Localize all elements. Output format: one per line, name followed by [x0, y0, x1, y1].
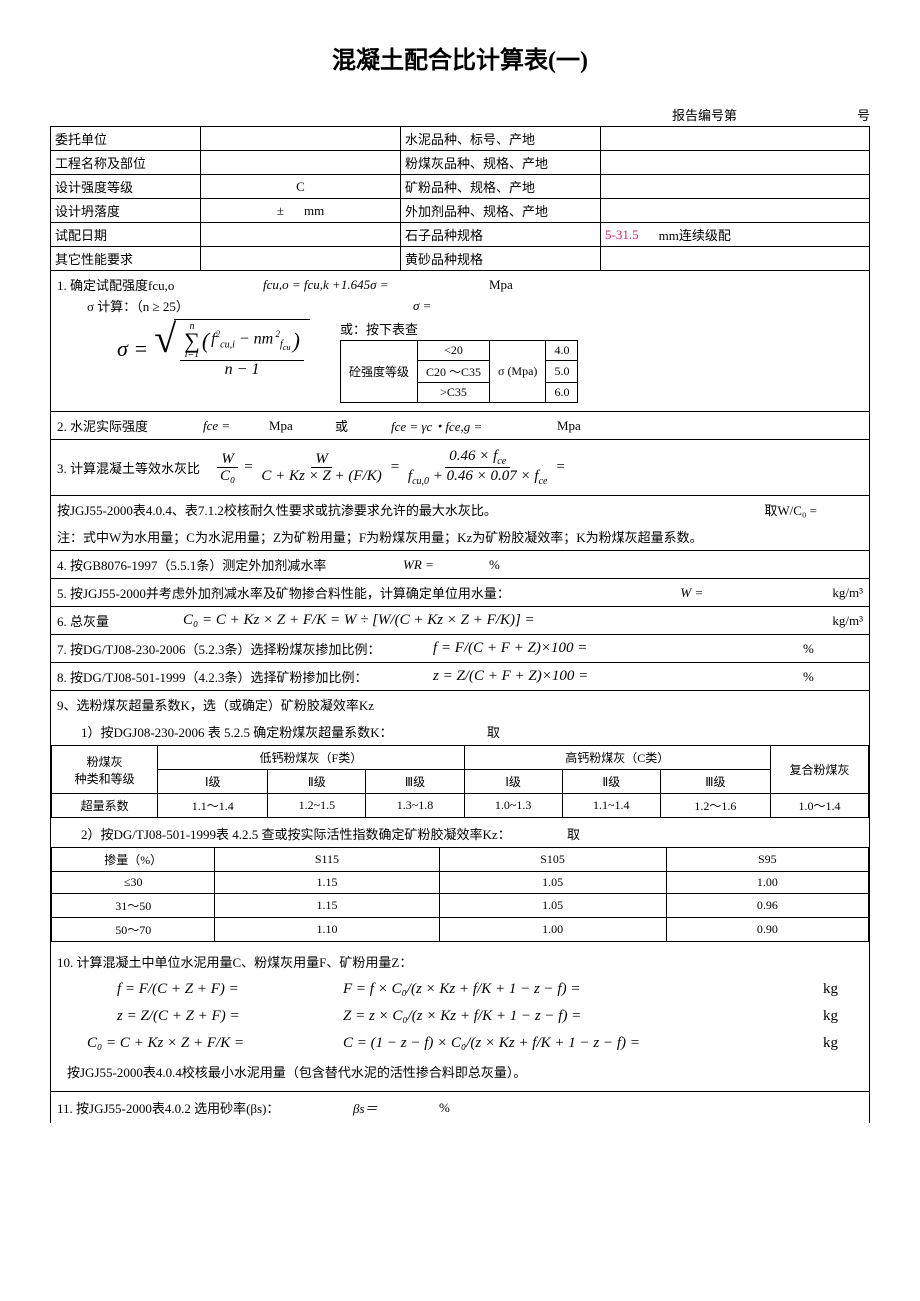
section-4: 4. 按GB8076-1997（5.5.1条）测定外加剂减水率 WR = %: [51, 551, 869, 579]
main-form: 委托单位 水泥品种、标号、产地 工程名称及部位 粉煤灰品种、规格、产地 设计强度…: [50, 126, 870, 1123]
s1-sigma-label: σ 计算：（n ≥ 25）: [57, 296, 407, 315]
val-strength[interactable]: C: [201, 175, 401, 198]
section-3-note2: 注：式中W为水用量；C为水泥用量；Z为矿粉用量；F为粉煤灰用量；Kz为矿粉胶凝效…: [51, 523, 869, 551]
val-date[interactable]: [201, 223, 401, 246]
table-flyash-k: 粉煤灰 种类和等级 低钙粉煤灰（F类） 高钙粉煤灰（C类） 复合粉煤灰 Ⅰ级 Ⅱ…: [51, 745, 869, 818]
label-slag: 矿粉品种、规格、产地: [401, 175, 601, 198]
label-flyash: 粉煤灰品种、规格、产地: [401, 151, 601, 174]
val-slump[interactable]: ± mm: [201, 199, 401, 222]
s1-sigma-eq: σ =: [413, 298, 431, 314]
val-project[interactable]: [201, 151, 401, 174]
val-entrust[interactable]: [201, 127, 401, 150]
section-9-sub2: 2）按DG/TJ08-501-1999表 4.2.5 查或按实际活性指数确定矿粉…: [51, 818, 869, 847]
header-row-4: 设计坍落度 ± mm 外加剂品种、规格、产地: [51, 199, 869, 223]
section-2: 2. 水泥实际强度 fce = Mpa 或 fce = γc・fce,g = M…: [51, 412, 869, 440]
val-cement[interactable]: [601, 127, 869, 150]
val-stone: 5-31.5 mm连续级配: [601, 223, 869, 246]
section-5: 5. 按JGJ55-2000并考虑外加剂减水率及矿物掺合料性能，计算确定单位用水…: [51, 579, 869, 607]
s1-eq: fcu,o = fcu,k +1.645σ =: [263, 277, 483, 293]
header-row-5: 试配日期 石子品种规格 5-31.5 mm连续级配: [51, 223, 869, 247]
page-title: 混凝土配合比计算表(一): [50, 40, 870, 75]
label-strength: 设计强度等级: [51, 175, 201, 198]
section-1: 1. 确定试配强度fcu,o fcu,o = fcu,k +1.645σ = M…: [51, 271, 869, 412]
label-sand: 黄砂品种规格: [401, 247, 601, 270]
sigma-table: 砼强度等级 <20 σ (Mpa) 4.0 C20 ～C355.0 >C356.…: [340, 340, 579, 403]
header-row-6: 其它性能要求 黄砂品种规格: [51, 247, 869, 271]
val-other[interactable]: [201, 247, 401, 270]
report-label: 报告编号第: [672, 105, 737, 124]
val-flyash[interactable]: [601, 151, 869, 174]
table-kz: 掺量（%） S115 S105 S95 ≤30 1.15 1.05 1.00 3…: [51, 847, 869, 942]
report-number-line: 报告编号第 号: [50, 105, 870, 124]
label-date: 试配日期: [51, 223, 201, 246]
section-6: 6. 总灰量 C₀ = C + Kz × Z + F/K = W ÷ [W/(C…: [51, 607, 869, 635]
sigma-formula: σ = √ n ∑ i=1 ( f2cu,i: [117, 319, 310, 379]
label-additive: 外加剂品种、规格、产地: [401, 199, 601, 222]
header-row-3: 设计强度等级 C 矿粉品种、规格、产地: [51, 175, 869, 199]
section-3-note1: 按JGJ55-2000表4.0.4、表7.1.2校核耐久性要求或抗渗要求允许的最…: [51, 496, 869, 523]
label-stone: 石子品种规格: [401, 223, 601, 246]
s1-title: 1. 确定试配强度fcu,o: [57, 275, 257, 294]
section-3: 3. 计算混凝土等效水灰比 WC₀ = WC + Kz × Z + (F/K) …: [51, 440, 869, 496]
val-additive[interactable]: [601, 199, 869, 222]
section-10: 10. 计算混凝土中单位水泥用量C、粉煤灰用量F、矿粉用量Z： f = F/(C…: [51, 942, 869, 1092]
header-row-2: 工程名称及部位 粉煤灰品种、规格、产地: [51, 151, 869, 175]
report-suffix: 号: [857, 105, 870, 124]
header-row-1: 委托单位 水泥品种、标号、产地: [51, 127, 869, 151]
section-9-title: 9、选粉煤灰超量系数K，选（或确定）矿粉胶凝效率Kz: [51, 691, 869, 718]
section-11: 11. 按JGJ55-2000表4.0.2 选用砂率(βs)： βs＝ %: [51, 1092, 869, 1123]
label-slump: 设计坍落度: [51, 199, 201, 222]
s1-or-label: 或：按下表查: [340, 319, 579, 338]
label-other: 其它性能要求: [51, 247, 201, 270]
section-9-sub1: 1）按DGJ08-230-2006 表 5.2.5 确定粉煤灰超量系数K： 取: [51, 718, 869, 745]
section-8: 8. 按DG/TJ08-501-1999（4.2.3条）选择矿粉掺加比例： z …: [51, 663, 869, 691]
label-entrust: 委托单位: [51, 127, 201, 150]
section-7: 7. 按DG/TJ08-230-2006（5.2.3条）选择粉煤灰掺加比例： f…: [51, 635, 869, 663]
label-cement: 水泥品种、标号、产地: [401, 127, 601, 150]
s1-unit: Mpa: [489, 277, 513, 293]
label-project: 工程名称及部位: [51, 151, 201, 174]
val-sand[interactable]: [601, 247, 869, 270]
val-slag[interactable]: [601, 175, 869, 198]
s3-formula: WC₀ = WC + Kz × Z + (F/K) = 0.46 × fce f…: [216, 448, 566, 487]
